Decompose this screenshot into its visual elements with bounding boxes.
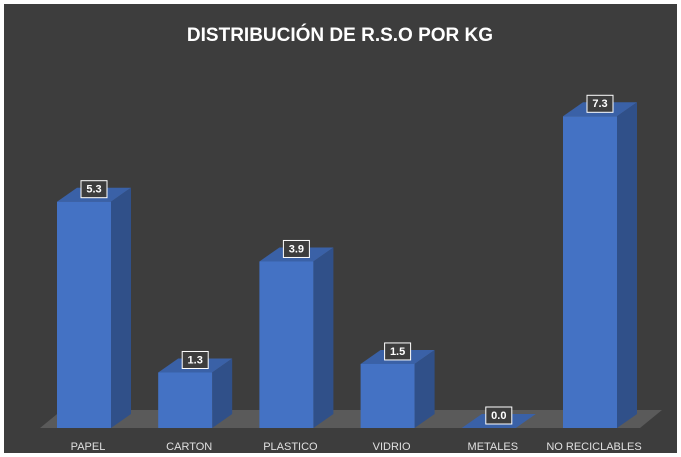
data-label: 5.3	[86, 184, 101, 196]
chart-title: DISTRIBUCIÓN DE R.S.O POR KG	[187, 24, 493, 46]
data-label: 1.5	[390, 346, 405, 358]
bar-front	[158, 372, 213, 428]
bar	[360, 349, 435, 428]
bar-side	[313, 247, 334, 428]
bar-front	[259, 261, 314, 428]
bar-side	[617, 102, 637, 428]
x-tick-label: METALES	[468, 441, 519, 453]
data-label-box	[181, 350, 209, 369]
bar-front	[360, 363, 415, 428]
bar	[563, 102, 637, 428]
bar-side	[111, 187, 131, 428]
bar	[259, 247, 334, 428]
bar	[57, 187, 131, 428]
bar-side	[212, 358, 233, 428]
bar-side	[414, 349, 435, 428]
data-label: 3.9	[289, 243, 304, 255]
data-label-box	[384, 342, 412, 361]
data-label-box	[282, 239, 310, 258]
x-tick-label: NO RECICLABLES	[546, 441, 641, 453]
data-label: 0.0	[491, 410, 506, 422]
bar-front	[57, 201, 111, 428]
x-tick-label: VIDRIO	[373, 441, 411, 453]
x-tick-label: PLASTICO	[263, 441, 318, 453]
data-label-box	[485, 406, 513, 425]
bar-front	[563, 116, 617, 428]
x-tick-label: CARTON	[166, 441, 212, 453]
data-label-box	[80, 180, 108, 199]
data-label-box	[586, 94, 614, 113]
data-label: 1.3	[188, 354, 203, 366]
data-label: 7.3	[592, 98, 607, 110]
x-tick-label: PAPEL	[71, 441, 106, 453]
